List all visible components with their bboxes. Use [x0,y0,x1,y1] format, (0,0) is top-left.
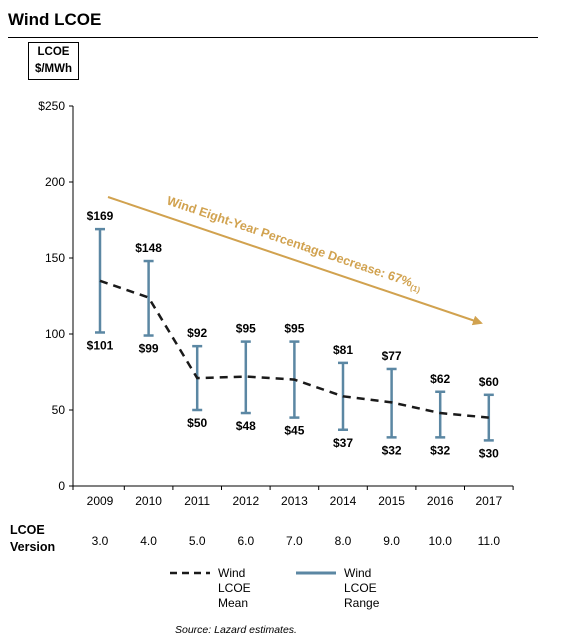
y-tick-label: 100 [45,327,65,341]
range-bar [240,340,251,415]
range-high-label: $62 [430,372,450,386]
range-high-label: $81 [333,343,353,357]
y-tick-label: 200 [45,175,65,189]
range-low-label: $37 [333,436,353,450]
range-bar [435,390,446,439]
x-tick-label: 2011 [184,494,210,508]
range-low-label: $99 [139,342,159,356]
source-note: Source: Lazard estimates. [175,624,297,636]
y-tick-label: 50 [52,403,66,417]
version-value: 4.0 [140,534,157,548]
x-tick-label: 2014 [330,494,357,508]
version-value: 3.0 [92,534,109,548]
page-title: Wind LCOE [8,10,102,29]
x-tick-label: 2016 [427,494,454,508]
range-low-label: $30 [479,446,499,460]
range-high-label: $92 [187,326,207,340]
annotation-text: Wind Eight-Year Percentage Decrease: 67%… [164,194,423,295]
legend-range-line-2: Range [344,596,380,610]
legend-mean-swatch [168,566,212,576]
annotation-arrow [107,196,483,326]
range-bar [143,259,154,337]
range-low-label: $32 [430,443,450,457]
y-tick-label: $250 [38,99,65,113]
x-tick-label: 2017 [475,494,502,508]
title-rule [8,37,538,38]
version-value: 10.0 [429,534,453,548]
annotation-superscript: (1) [409,283,421,295]
range-high-label: $148 [135,241,162,255]
version-value: 5.0 [189,534,206,548]
range-high-label: $60 [479,375,499,389]
range-low-label: $101 [87,338,114,352]
y-axis-unit-box: LCOE $/MWh [28,42,79,80]
range-high-label: $95 [284,322,304,336]
version-label-line-2: Version [10,540,56,554]
range-high-label: $95 [236,322,256,336]
x-tick-label: 2010 [135,494,162,508]
version-value: 7.0 [286,534,303,548]
chart-plot: 0 50 100 150 200 $250 2009 2010 2011 2012 2013 2014… [38,99,514,548]
x-tick-label: 2013 [281,494,308,508]
range-high-label: $77 [382,349,402,363]
legend-item-mean: Wind LCOE Mean [168,566,251,611]
legend-mean-line-1: Wind LCOE [218,566,251,595]
y-tick-label: 0 [58,479,65,493]
range-low-label: $45 [284,424,304,438]
x-tick-label: 2009 [87,494,114,508]
range-low-label: $32 [382,443,402,457]
range-high-label: $169 [87,209,114,223]
version-row-label: LCOE Version [10,522,55,556]
unit-line-2: $/MWh [34,63,73,75]
range-low-label: $48 [236,419,256,433]
version-label-line-1: LCOE [10,523,45,537]
legend-mean-line-2: Mean [218,596,249,610]
x-tick-label: 2012 [232,494,259,508]
annotation-main: Wind Eight-Year Percentage Decrease: 67% [165,194,414,290]
y-tick-label: 150 [45,251,65,265]
version-value: 11.0 [478,534,501,548]
x-tick-label: 2015 [378,494,405,508]
version-value: 6.0 [237,534,254,548]
version-value: 8.0 [335,534,352,548]
legend-range-swatch [294,566,338,576]
version-value: 9.0 [383,534,400,548]
unit-line-1: LCOE [37,46,70,58]
legend-item-range: Wind LCOE Range [294,566,379,611]
legend-range-line-1: Wind LCOE [344,566,377,595]
range-low-label: $50 [187,416,207,430]
